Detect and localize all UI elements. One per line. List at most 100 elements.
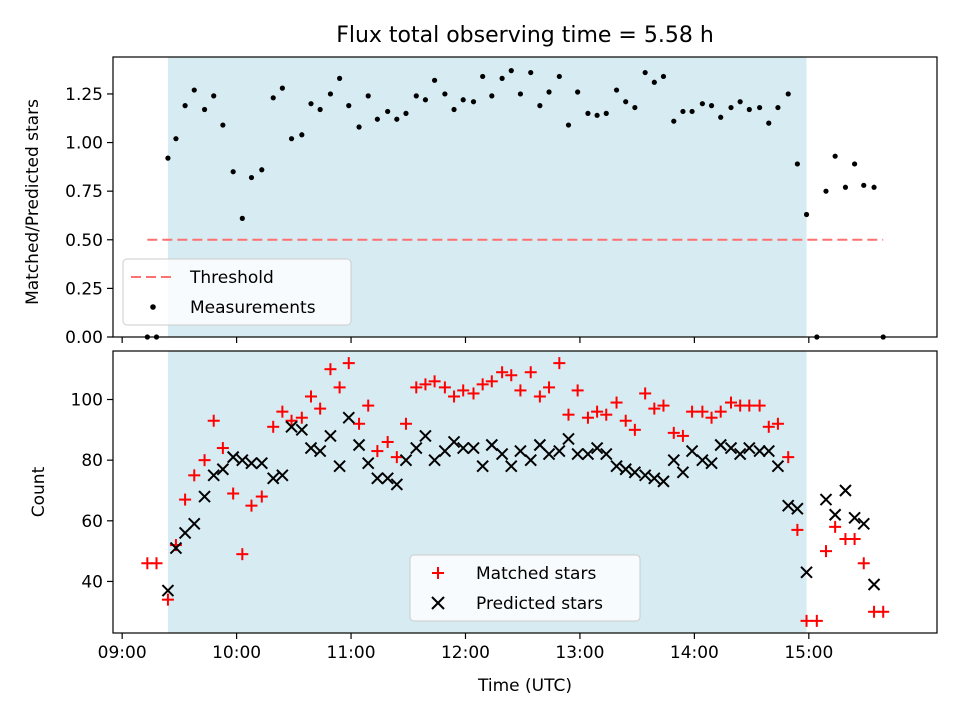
predicted-star-point bbox=[685, 444, 699, 458]
predicted-star-point bbox=[207, 469, 220, 482]
matched-star-point bbox=[438, 381, 451, 394]
x-tick-label: 15:00 bbox=[784, 643, 833, 663]
measurement-point bbox=[680, 108, 686, 115]
measurement-point bbox=[699, 101, 705, 107]
predicted-star-point bbox=[782, 499, 795, 512]
x-axis-label: Time (UTC) bbox=[477, 676, 572, 696]
matched-star-point bbox=[381, 435, 394, 448]
predicted-star-stroke-b bbox=[733, 447, 747, 461]
predicted-star-stroke-b bbox=[207, 469, 220, 482]
matched-star-point bbox=[524, 366, 537, 379]
predicted-star-stroke-b bbox=[169, 541, 183, 555]
predicted-star-stroke-b bbox=[245, 456, 258, 470]
predicted-star-point bbox=[399, 453, 413, 467]
bottom-panel: 40 60 80 100 09:00 10:00 11:00 12:00 13:00 14:00… bbox=[29, 350, 938, 696]
predicted-star-point bbox=[848, 511, 861, 524]
matched-star-point bbox=[362, 399, 375, 412]
predicted-star-stroke-b bbox=[828, 508, 842, 521]
predicted-star-stroke-b bbox=[600, 447, 613, 461]
chart-title: Flux total observing time = 5.58 h bbox=[336, 23, 714, 48]
matched-star-point bbox=[533, 390, 546, 403]
bottom-legend-box bbox=[409, 554, 641, 622]
top-legend-box bbox=[122, 258, 352, 326]
x-tick-label: 10:00 bbox=[212, 643, 261, 663]
matched-star-point bbox=[829, 520, 842, 533]
matched-star-point bbox=[610, 396, 623, 409]
y-tick-label: 0.75 bbox=[65, 182, 103, 202]
measurement-point bbox=[308, 101, 314, 107]
matched-star-point bbox=[324, 363, 337, 376]
matched-star-point bbox=[314, 402, 327, 415]
measurement-point bbox=[660, 73, 667, 80]
matched-legend-marker bbox=[432, 567, 444, 579]
predicted-star-point bbox=[562, 432, 575, 446]
predicted-star-stroke-b bbox=[236, 453, 249, 467]
predicted-star-point bbox=[590, 441, 604, 455]
predicted-star-point bbox=[743, 441, 756, 455]
top-panel: 0.00 0.25 0.50 0.75 1.00 1.25 Matched/Predict… bbox=[23, 56, 938, 348]
matched-star-point bbox=[485, 375, 498, 388]
matched-star-point bbox=[753, 399, 766, 412]
measurement-point bbox=[165, 155, 171, 161]
matched-star-point bbox=[255, 490, 268, 503]
measurement-point bbox=[842, 184, 849, 190]
predicted-star-point bbox=[276, 469, 289, 482]
matched-star-point bbox=[639, 387, 652, 400]
measurement-point bbox=[794, 161, 800, 167]
matched-star-point bbox=[705, 411, 718, 424]
predicted-star-point bbox=[514, 444, 527, 458]
predicted-star-point bbox=[648, 472, 661, 485]
measurement-point bbox=[585, 110, 591, 116]
predicted-star-point bbox=[771, 460, 785, 473]
measurement-point bbox=[413, 93, 419, 99]
matched-star-point bbox=[553, 357, 566, 370]
matched-star-point bbox=[161, 593, 174, 606]
predicted-star-point bbox=[161, 584, 175, 597]
measurement-point bbox=[746, 106, 752, 113]
matched-star-point bbox=[686, 405, 699, 418]
matched-star-point bbox=[207, 414, 220, 427]
predicted-star-stroke-b bbox=[456, 441, 470, 455]
top-x-ticks bbox=[121, 337, 810, 343]
predicted-star-point bbox=[714, 438, 727, 452]
predicted-star-stroke-b bbox=[495, 447, 509, 461]
measurement-point bbox=[279, 85, 285, 91]
predicted-star-stroke-b bbox=[791, 502, 804, 515]
measurement-point bbox=[823, 188, 829, 194]
measurement-point bbox=[537, 103, 543, 109]
predicted-star-point bbox=[839, 484, 852, 497]
predicted-star-stroke-b bbox=[867, 578, 881, 591]
predicted-star-stroke-b bbox=[352, 438, 366, 452]
predicted-star-stroke-b bbox=[313, 444, 327, 458]
matched-star-point bbox=[810, 614, 823, 627]
measurement-point bbox=[337, 75, 343, 81]
predicted-star-point bbox=[188, 517, 201, 531]
measurement-point bbox=[480, 73, 486, 80]
predicted-star-stroke-b bbox=[428, 453, 441, 467]
predicted-star-stroke-b bbox=[753, 444, 766, 458]
x-tick-label: 09:00 bbox=[98, 643, 147, 663]
measurement-point bbox=[259, 167, 265, 173]
measurement-point bbox=[248, 174, 255, 181]
threshold-legend-label: Threshold bbox=[189, 268, 274, 288]
predicted-star-stroke-b bbox=[648, 472, 661, 485]
measurement-point bbox=[239, 215, 245, 221]
measurement-point bbox=[173, 136, 179, 142]
predicted-star-stroke-b bbox=[505, 460, 518, 473]
predicted-star-stroke-b bbox=[714, 438, 727, 452]
predicted-star-stroke-b bbox=[514, 444, 527, 458]
predicted-star-point bbox=[628, 466, 642, 479]
matched-star-point bbox=[791, 523, 804, 536]
matched-star-point bbox=[514, 384, 527, 397]
predicted-star-point bbox=[169, 541, 183, 555]
measurement-point bbox=[775, 104, 781, 111]
measurement-point bbox=[861, 182, 867, 188]
y-tick-label: 0.00 bbox=[65, 328, 103, 348]
predicted-star-stroke-b bbox=[485, 438, 499, 452]
matched-star-point bbox=[581, 411, 594, 424]
predicted-star-stroke-b bbox=[419, 429, 432, 443]
bottom-y-axis-label: Count bbox=[29, 466, 49, 517]
measurement-point bbox=[317, 106, 323, 113]
matched-star-point bbox=[390, 451, 403, 464]
matched-star-point bbox=[800, 614, 813, 627]
